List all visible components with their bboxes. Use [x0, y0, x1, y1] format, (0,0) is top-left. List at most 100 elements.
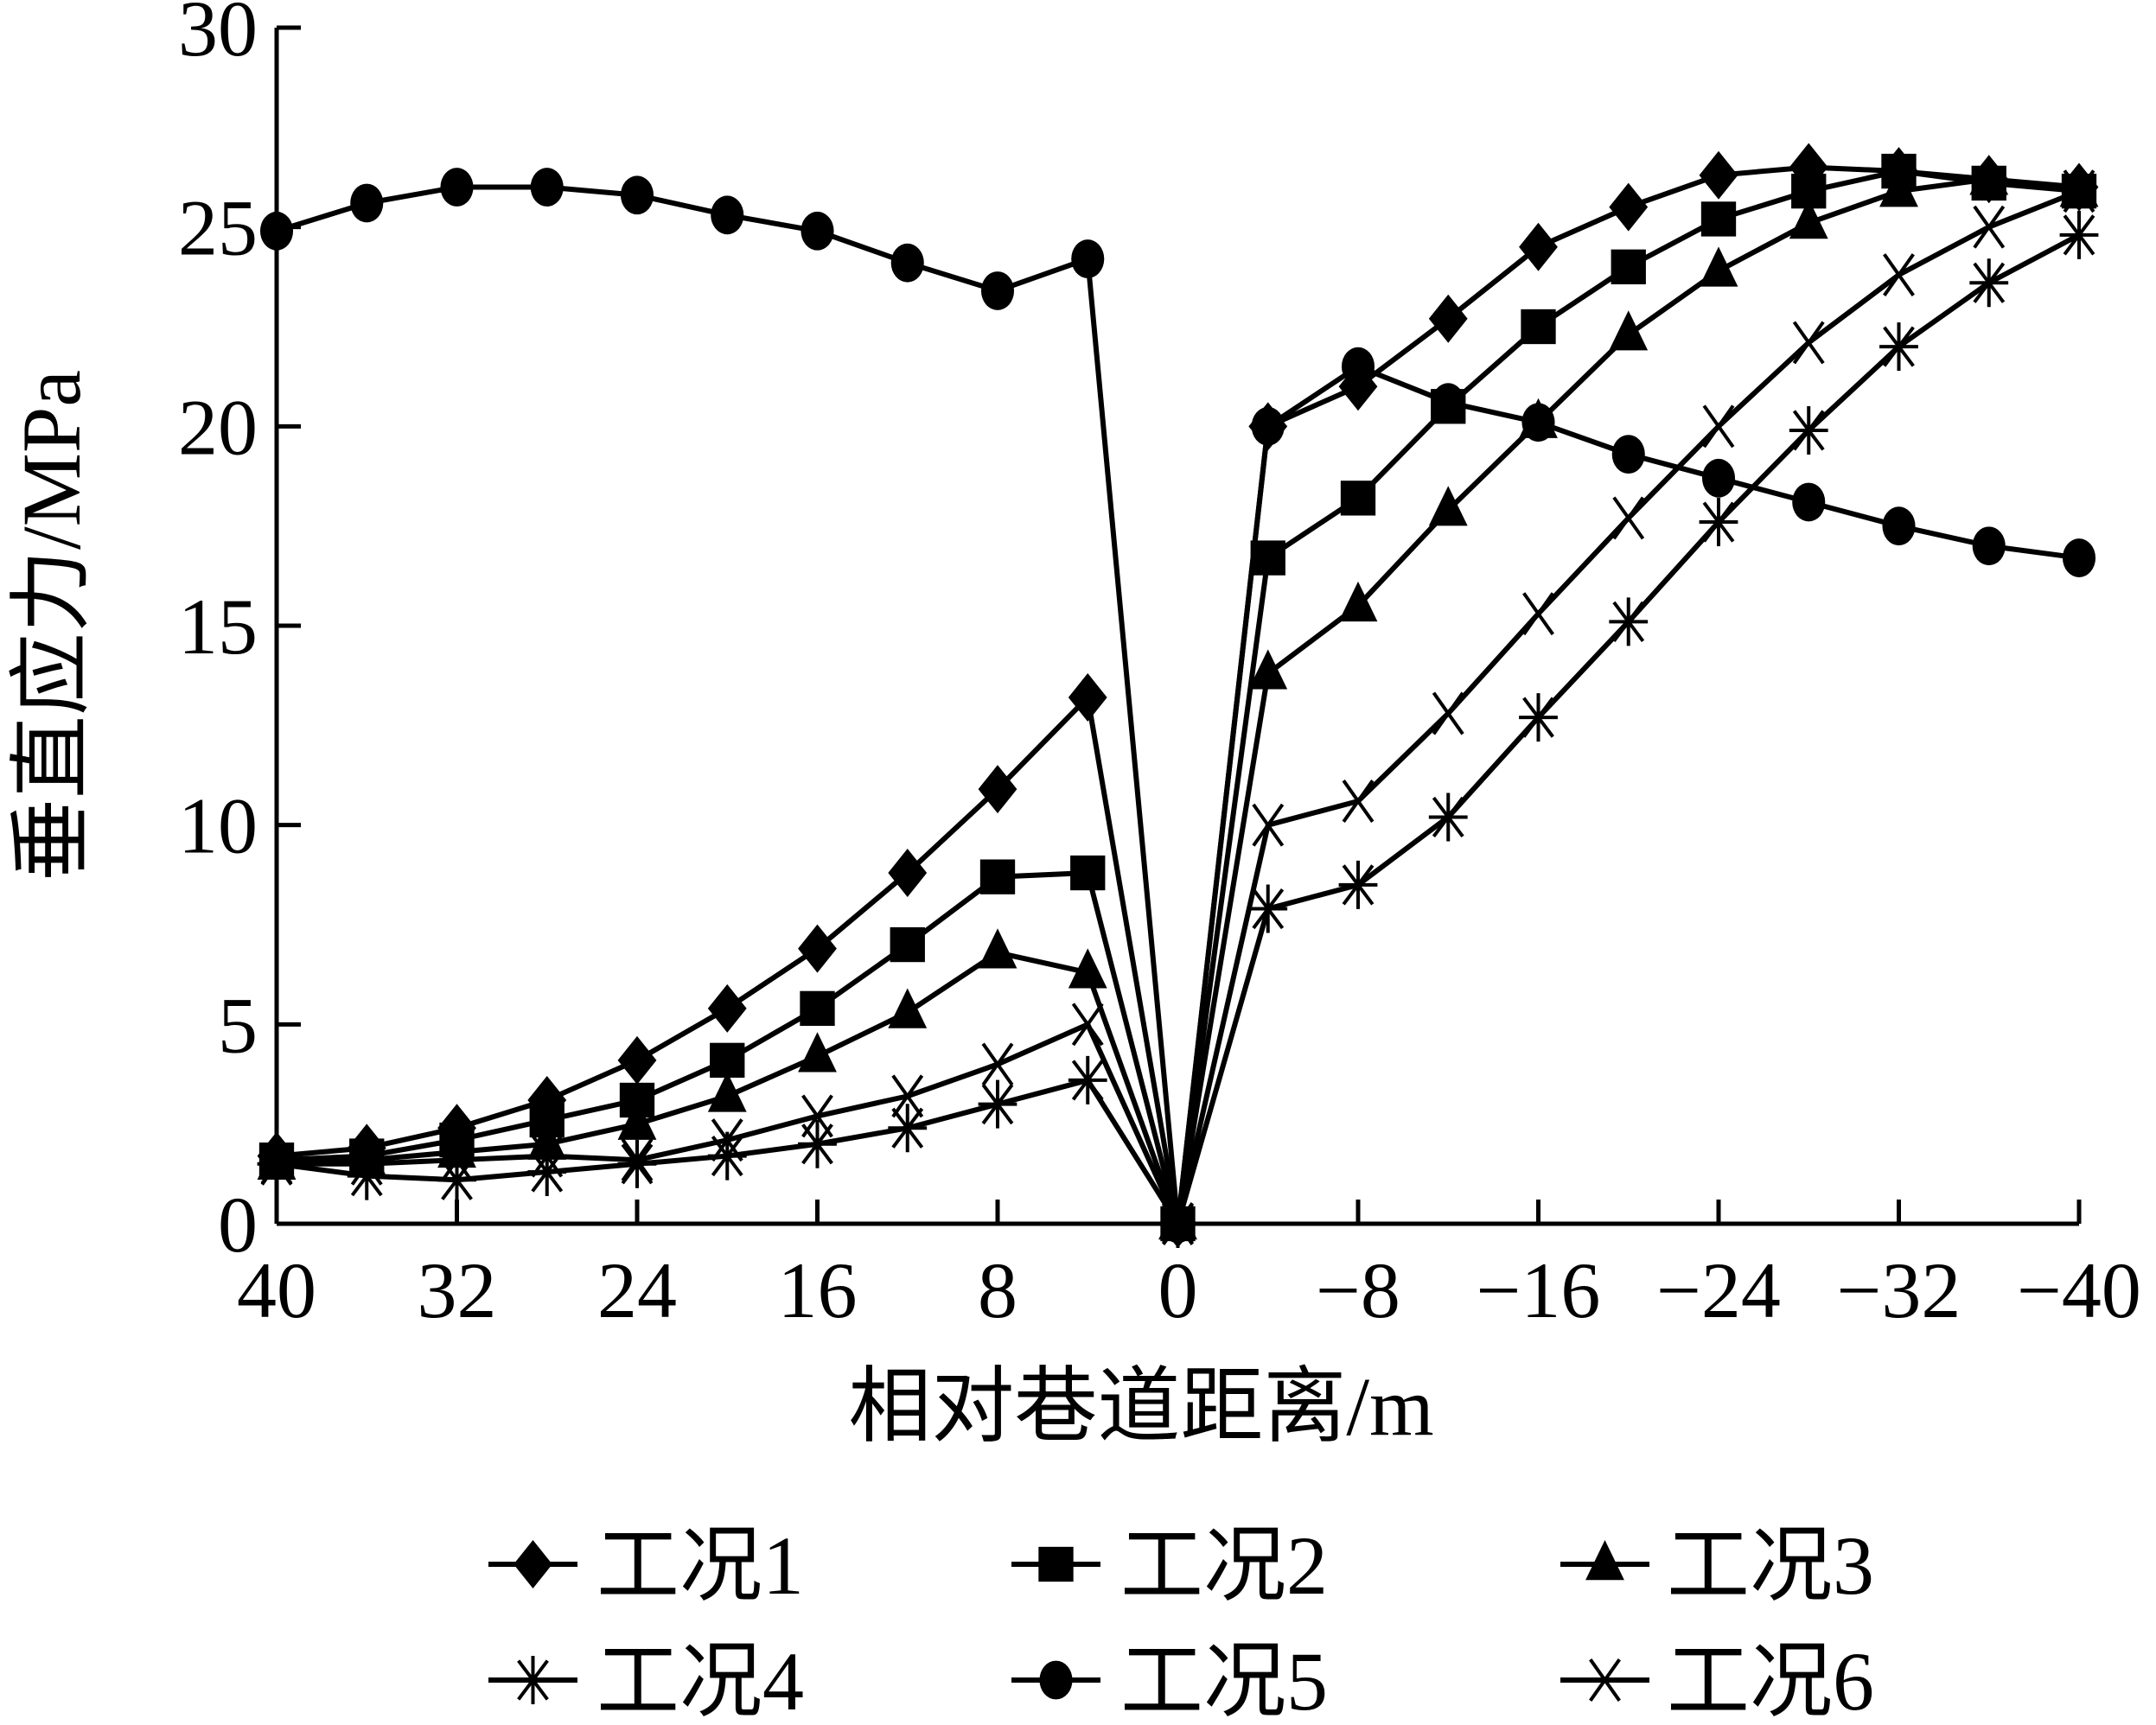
legend-label: 工况4	[596, 1635, 804, 1725]
circle-shape	[259, 211, 294, 251]
legend-item: 工况3	[1560, 1519, 1874, 1612]
y-tick-label: 5	[218, 981, 258, 1069]
diamond-marker	[1519, 222, 1558, 271]
x-stroke	[1522, 592, 1554, 636]
circle-marker	[620, 175, 654, 215]
series-line	[276, 176, 2080, 1226]
x-tick-label: 40	[237, 1246, 316, 1334]
circle-marker	[440, 168, 474, 207]
x-tick-label: 32	[418, 1246, 497, 1334]
series-4	[257, 210, 2099, 1248]
circle-shape	[440, 168, 474, 207]
triangle-marker	[1609, 310, 1649, 351]
triangle-shape	[707, 1072, 747, 1112]
square-shape	[1038, 1546, 1074, 1582]
diamond-marker	[617, 1035, 657, 1085]
triangle-marker	[527, 1119, 567, 1160]
circle-shape	[980, 271, 1015, 310]
square-marker	[890, 926, 925, 963]
x-marker	[260, 1142, 293, 1186]
triangle-shape	[1699, 246, 1738, 287]
square-shape	[710, 1042, 745, 1079]
triangle-shape	[1338, 581, 1378, 622]
legend-item: 工况6	[1560, 1635, 1874, 1725]
triangle-shape	[617, 1099, 657, 1140]
circle-shape	[1432, 383, 1465, 423]
x-axis-label: 相对巷道距离/m	[848, 1360, 1433, 1453]
diamond-marker	[798, 924, 837, 973]
circle-marker	[890, 243, 924, 283]
x-stroke	[801, 1094, 833, 1138]
circle-shape	[1882, 506, 1916, 546]
circle-shape	[1071, 239, 1105, 278]
diamond-shape	[1699, 150, 1738, 200]
x-tick-label: −16	[1477, 1246, 1601, 1334]
triangle-shape	[1969, 155, 2009, 195]
asterisk-marker	[1338, 860, 1378, 909]
x-marker	[1342, 780, 1375, 823]
x-tick-label: 16	[778, 1246, 858, 1334]
y-tick-label: 10	[178, 782, 258, 870]
x-marker	[1973, 205, 2006, 249]
asterisk-marker	[1519, 693, 1558, 742]
circle-marker	[1341, 347, 1375, 386]
x-marker	[1589, 1658, 1621, 1702]
triangle-marker	[978, 928, 1017, 969]
circle-marker	[1882, 506, 1916, 546]
triangle-marker	[1585, 1540, 1624, 1581]
x-tick-label: −8	[1316, 1246, 1400, 1334]
legend-label: 工况6	[1667, 1635, 1874, 1725]
triangle-marker	[1879, 167, 1918, 207]
y-tick-label: 15	[178, 582, 258, 671]
legend-item: 工况1	[488, 1519, 804, 1612]
square-marker	[800, 990, 835, 1027]
legend-item: 工况5	[1011, 1635, 1328, 1725]
circle-shape	[2062, 538, 2096, 577]
circle-marker	[1792, 482, 1826, 522]
x-stroke	[621, 1138, 654, 1182]
series-line	[276, 164, 2080, 1226]
square-marker	[1700, 201, 1737, 237]
legend: 工况1 工况2 工况3 工况4 工况5 工况6	[488, 1519, 1874, 1725]
triangle-marker	[617, 1099, 657, 1140]
asterisk-marker	[978, 1079, 1017, 1129]
x-marker	[981, 1042, 1014, 1086]
x-marker	[1702, 404, 1735, 449]
x-tick-label: 8	[978, 1246, 1017, 1334]
x-marker	[1522, 592, 1554, 636]
asterisk-marker	[798, 1119, 837, 1168]
diamond-shape	[513, 1540, 552, 1588]
x-tick-label: −40	[2017, 1246, 2141, 1334]
x-marker	[1162, 1202, 1194, 1245]
circle-marker	[1039, 1660, 1073, 1700]
circle-marker	[350, 183, 384, 223]
triangle-marker	[798, 1032, 837, 1073]
x-tick-label: −32	[1837, 1246, 1961, 1334]
triangle-shape	[798, 1032, 837, 1073]
x-marker	[1612, 496, 1645, 540]
x-stroke	[1883, 253, 1915, 296]
asterisk-marker	[1609, 597, 1649, 646]
triangle-shape	[1789, 199, 1828, 239]
diamond-shape	[978, 765, 1017, 814]
diamond-marker	[707, 983, 747, 1033]
square-marker	[1070, 855, 1106, 891]
x-marker	[1252, 803, 1285, 847]
triangle-shape	[1585, 1540, 1624, 1581]
asterisk-marker	[1248, 884, 1288, 933]
triangle-shape	[1428, 486, 1468, 526]
square-shape	[1700, 201, 1737, 237]
x-marker	[441, 1138, 473, 1182]
triangle-marker	[1428, 486, 1468, 526]
diamond-marker	[1609, 182, 1649, 232]
series-6	[260, 169, 2095, 1245]
asterisk-marker	[513, 1656, 552, 1704]
x-tick-label: 0	[1158, 1246, 1198, 1334]
x-stroke	[1702, 404, 1735, 449]
circle-marker	[530, 168, 564, 207]
x-stroke	[531, 1134, 564, 1178]
x-tick-label: −24	[1656, 1246, 1781, 1334]
square-marker	[1521, 309, 1556, 345]
triangle-shape	[1609, 310, 1649, 351]
triangle-marker	[1789, 199, 1828, 239]
